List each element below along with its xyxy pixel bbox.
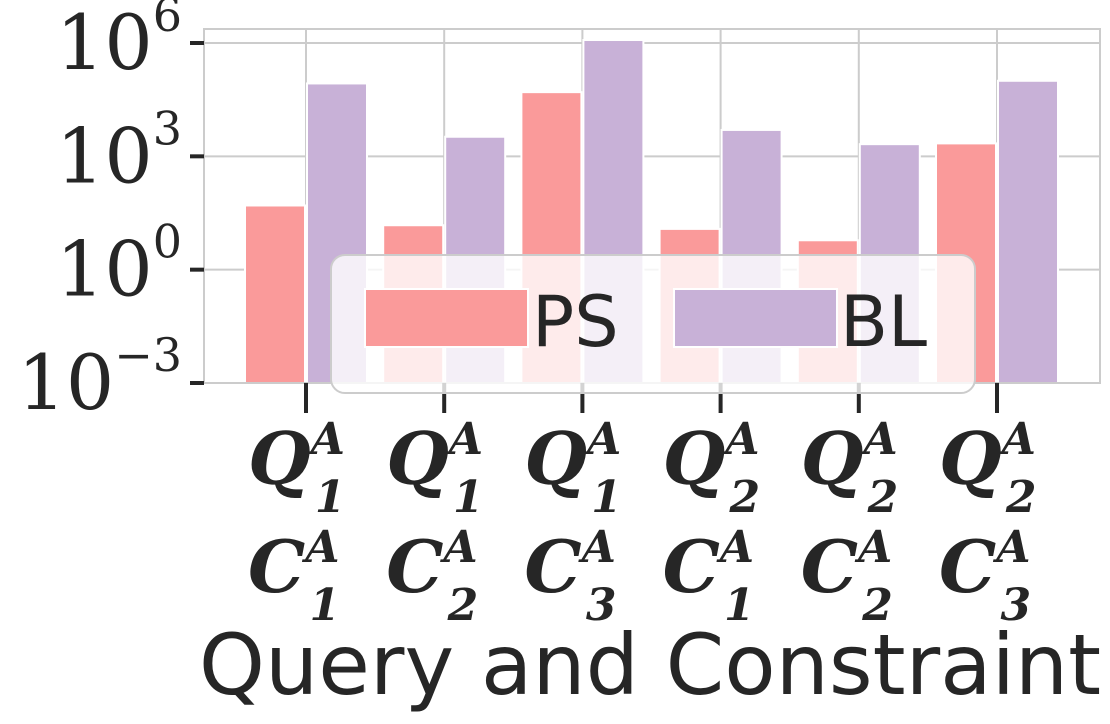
legend-swatch-bl xyxy=(673,288,838,348)
x-tick-label-query: QA 2 xyxy=(939,414,1036,523)
x-tick-label-constraint: CA 1 xyxy=(248,522,340,631)
bar-bl xyxy=(997,79,1059,385)
y-axis: 10−3 100 103 106 xyxy=(17,0,204,427)
legend: PS BL xyxy=(330,254,976,394)
x-tick-label-query: QA 1 xyxy=(386,414,483,523)
x-tick-label-query: QA 2 xyxy=(801,414,898,523)
legend-label-ps: PS xyxy=(532,281,619,363)
x-tick-label-query: QA 1 xyxy=(248,414,345,523)
x-tick-label-query: QA 2 xyxy=(663,414,760,523)
legend-swatch-ps xyxy=(364,288,529,348)
y-tick-label: 103 xyxy=(56,101,182,200)
x-tick-label-constraint: CA 2 xyxy=(386,522,478,631)
y-tick-label: 10−3 xyxy=(17,328,182,427)
x-tick-label-constraint: CA 3 xyxy=(939,522,1031,631)
legend-label-bl: BL xyxy=(840,281,927,363)
x-tick-label-query: QA 1 xyxy=(524,414,621,523)
x-tick-label-constraint: CA 3 xyxy=(524,522,616,631)
y-tick-label: 106 xyxy=(56,0,182,87)
x-axis-title: Query and Constraint xyxy=(199,616,1101,714)
x-tick-label-constraint: CA 1 xyxy=(663,522,755,631)
x-tick-label-constraint: CA 2 xyxy=(801,522,893,631)
bar-ps xyxy=(244,204,306,384)
y-tick-label: 100 xyxy=(56,215,182,314)
x-axis: QA 1CA 1QA 1CA 2QA 1CA 3QA 2CA 1QA 2CA 2QA 2CA 3 xyxy=(248,383,1036,631)
